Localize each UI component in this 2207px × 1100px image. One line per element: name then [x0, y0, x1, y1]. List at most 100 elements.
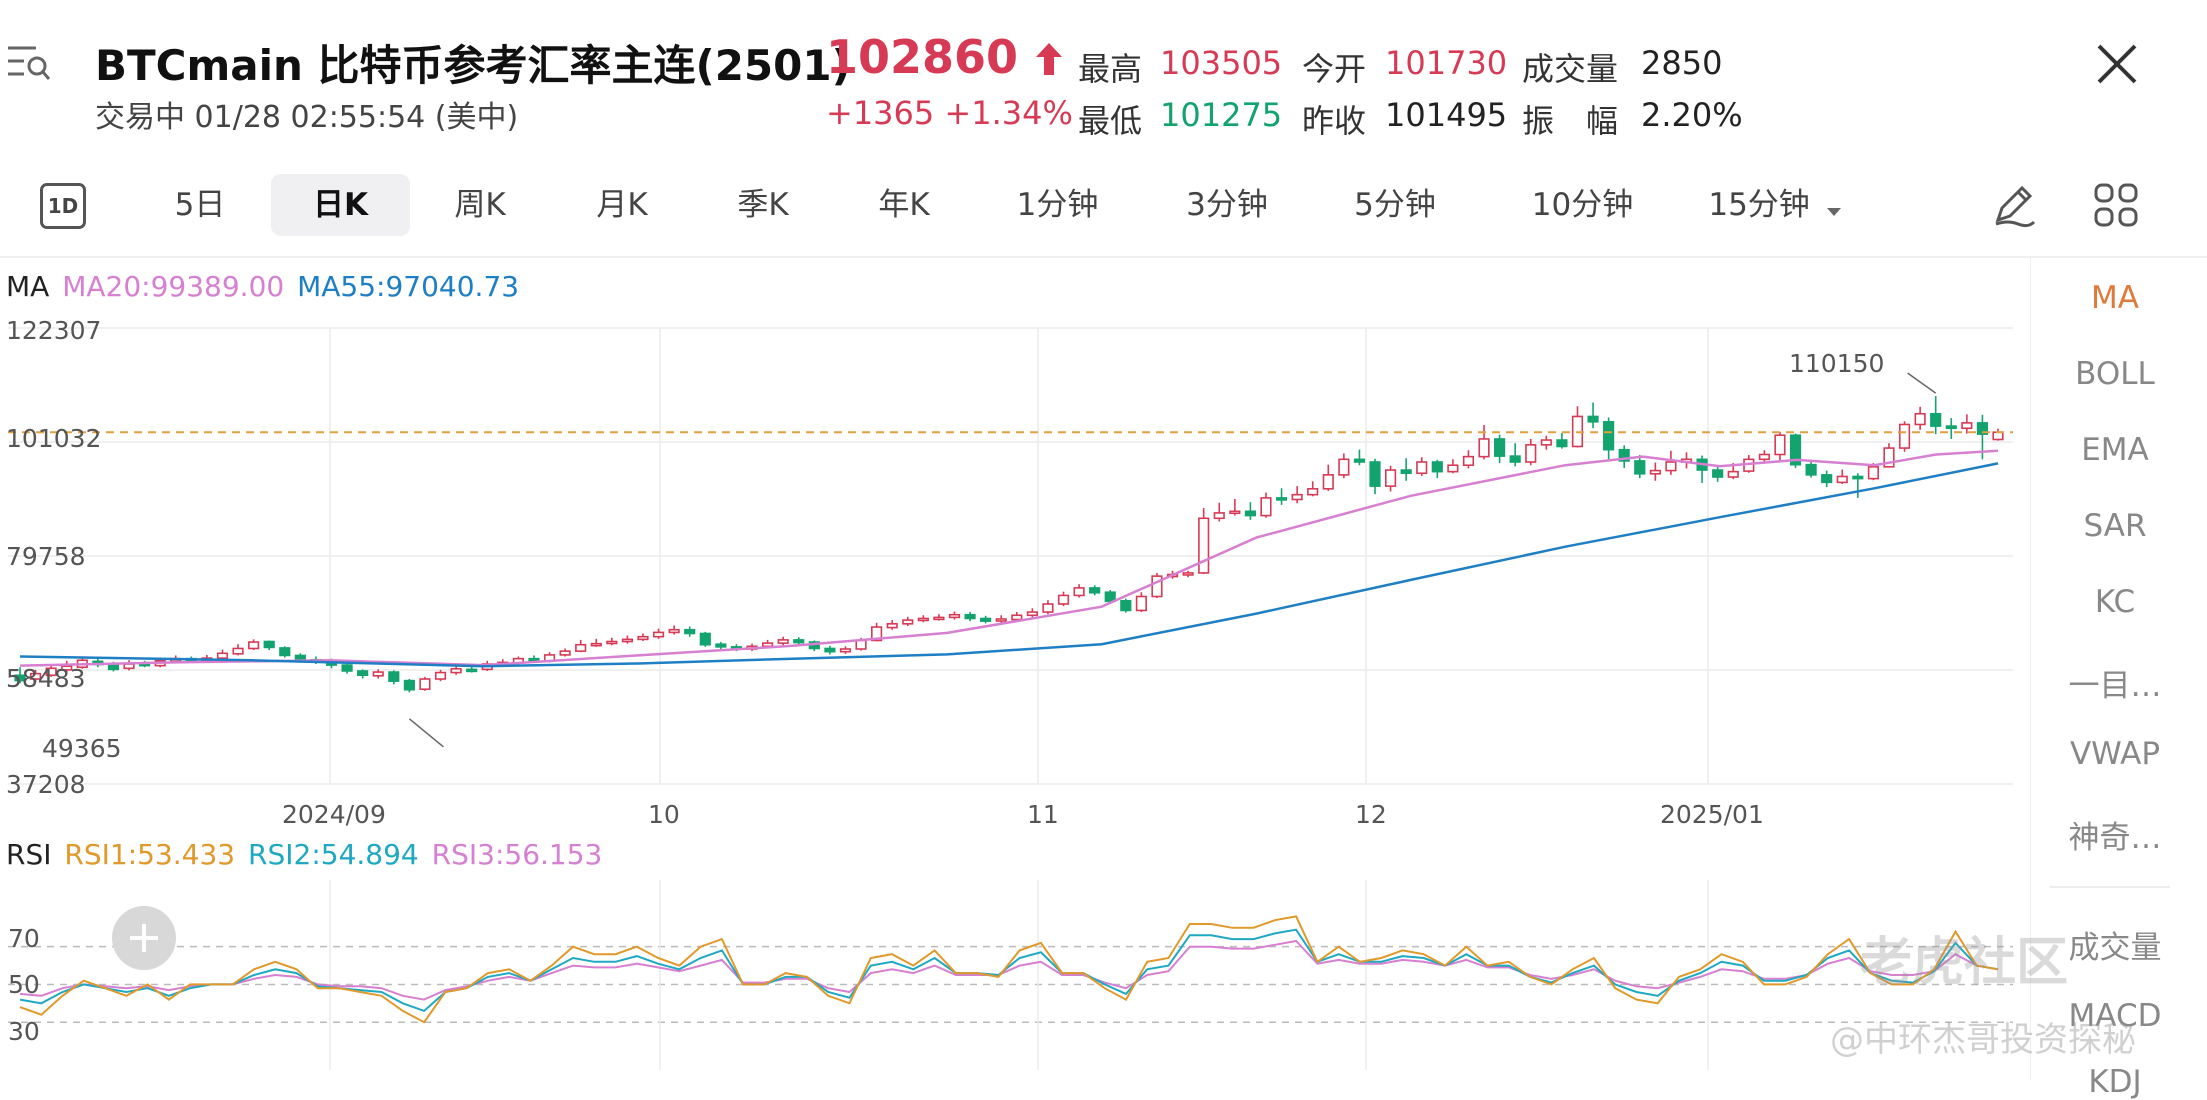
candle-body: [388, 671, 400, 682]
candle-body: [232, 647, 244, 655]
candle-body: [1712, 469, 1724, 478]
tab-3min[interactable]: 3分钟: [1186, 187, 1268, 223]
last-price: 102860: [826, 30, 1064, 88]
rsi1-line: [19, 915, 1999, 1024]
indicator-sar[interactable]: SAR: [2083, 508, 2147, 544]
candle-body: [1353, 458, 1366, 463]
rsi-chart[interactable]: [8, 880, 2013, 1070]
candle-body: [1883, 447, 1895, 468]
oneday-icon-label: 1D: [40, 183, 86, 229]
stat-amplitude-value: 2.20%: [1641, 96, 1743, 134]
candle-body: [1057, 594, 1070, 605]
indicator-magic[interactable]: 神奇…: [2068, 820, 2162, 856]
candle-body: [1665, 461, 1677, 472]
candle-body: [1805, 463, 1817, 476]
y-tick-4: 58483: [6, 664, 86, 693]
tab-quarterly-k[interactable]: 季K: [737, 187, 789, 223]
stat-prev-close-label: 昨收: [1302, 102, 1367, 140]
candle-body: [1416, 461, 1428, 475]
candle-body: [248, 641, 260, 650]
candle-body: [1821, 474, 1833, 484]
y-tick-1: 122307: [6, 316, 102, 345]
main-chart[interactable]: [8, 316, 2013, 796]
candle-body: [652, 631, 665, 638]
indicator-vwap[interactable]: VWAP: [2069, 736, 2161, 772]
tab-5d[interactable]: 5日: [174, 187, 226, 223]
candle-body: [1556, 439, 1568, 448]
indicator-volume[interactable]: 成交量: [2068, 930, 2162, 966]
candle-body: [263, 640, 275, 649]
candle-body: [1369, 461, 1381, 487]
oneday-icon[interactable]: 1D: [40, 174, 90, 236]
candle-body: [372, 671, 384, 677]
candlestick-chart: [8, 327, 2013, 785]
tab-yearly-k[interactable]: 年K: [878, 187, 930, 223]
grid-icon[interactable]: [2090, 174, 2142, 236]
candle-body: [590, 642, 602, 647]
stat-volume-label: 成交量: [1522, 50, 1619, 88]
candle-body: [871, 626, 883, 642]
candle-body: [824, 647, 836, 653]
candle-body: [1898, 423, 1911, 449]
ma55-line: [19, 462, 1999, 668]
candle-body: [1213, 512, 1225, 520]
candle-body: [980, 617, 992, 622]
x-tick-5: 2025/01: [1660, 800, 1764, 829]
rsi-tick-50: 50: [8, 970, 40, 999]
candle-body: [715, 643, 727, 648]
tab-1min[interactable]: 1分钟: [1016, 187, 1099, 223]
candle-body: [1478, 438, 1490, 458]
stat-high-label: 最高: [1078, 50, 1143, 88]
header-divider: [0, 256, 2207, 258]
indicator-ichimoku[interactable]: 一目…: [2068, 668, 2162, 704]
candle-body: [637, 635, 649, 641]
candle-body: [793, 639, 805, 644]
candle-body: [1307, 487, 1319, 496]
close-icon[interactable]: [2093, 40, 2141, 88]
indicator-ema[interactable]: EMA: [2081, 432, 2149, 468]
indicator-boll[interactable]: BOLL: [2075, 356, 2155, 392]
candle-body: [948, 613, 961, 619]
candle-body: [933, 616, 945, 621]
indicator-side-panel: [2030, 256, 2207, 1080]
menu-search-icon[interactable]: [6, 42, 51, 82]
rsi-legend: RSI RSI1:53.433 RSI2:54.894 RSI3:56.153: [6, 838, 602, 871]
candle-body: [886, 623, 898, 629]
tab-5min[interactable]: 5分钟: [1354, 187, 1436, 223]
high-callout-line: [1907, 372, 1937, 394]
rsi3-legend: RSI3:56.153: [431, 838, 603, 871]
candle-body: [559, 650, 571, 656]
x-tick-1: 2024/09: [282, 800, 386, 829]
add-indicator-button[interactable]: [112, 906, 176, 970]
pen-icon[interactable]: [1985, 174, 2041, 236]
candle-body: [1976, 422, 1989, 435]
candle-body: [1992, 431, 2004, 441]
watermark-logo: 老虎社区: [1860, 933, 2069, 993]
watermark-author: @中环杰哥投资探秘: [1830, 1020, 2136, 1060]
candle-body: [855, 639, 867, 650]
tab-weekly-k[interactable]: 周K: [454, 187, 506, 223]
candle-body: [668, 628, 680, 634]
indicator-ma[interactable]: MA: [2091, 280, 2139, 316]
candle-body: [1338, 458, 1350, 476]
candle-body: [1774, 434, 1786, 456]
indicator-kdj[interactable]: KDJ: [2088, 1064, 2142, 1100]
candle-body: [1026, 611, 1038, 617]
tab-daily-k[interactable]: 日K: [271, 174, 410, 236]
tab-15min[interactable]: 15分钟: [1705, 174, 1845, 236]
candle-body: [434, 671, 447, 680]
candle-body: [964, 613, 976, 620]
low-label: 49365: [42, 734, 122, 763]
tab-monthly-k[interactable]: 月K: [596, 187, 648, 223]
candle-body: [1151, 575, 1163, 598]
tab-10min[interactable]: 10分钟: [1531, 187, 1634, 223]
stat-prev-close-value: 101495: [1385, 96, 1508, 134]
rsi-legend-title: RSI: [6, 838, 52, 871]
stat-open-label: 今开: [1302, 50, 1367, 88]
indicator-macd[interactable]: MACD: [2068, 998, 2162, 1034]
instrument-title: BTCmain 比特币参考汇率主连(2501): [95, 41, 851, 90]
candle-body: [1603, 421, 1615, 451]
indicator-kc[interactable]: KC: [2094, 584, 2136, 620]
price-change: +1365 +1.34%: [826, 94, 1073, 132]
candle-body: [61, 665, 73, 671]
